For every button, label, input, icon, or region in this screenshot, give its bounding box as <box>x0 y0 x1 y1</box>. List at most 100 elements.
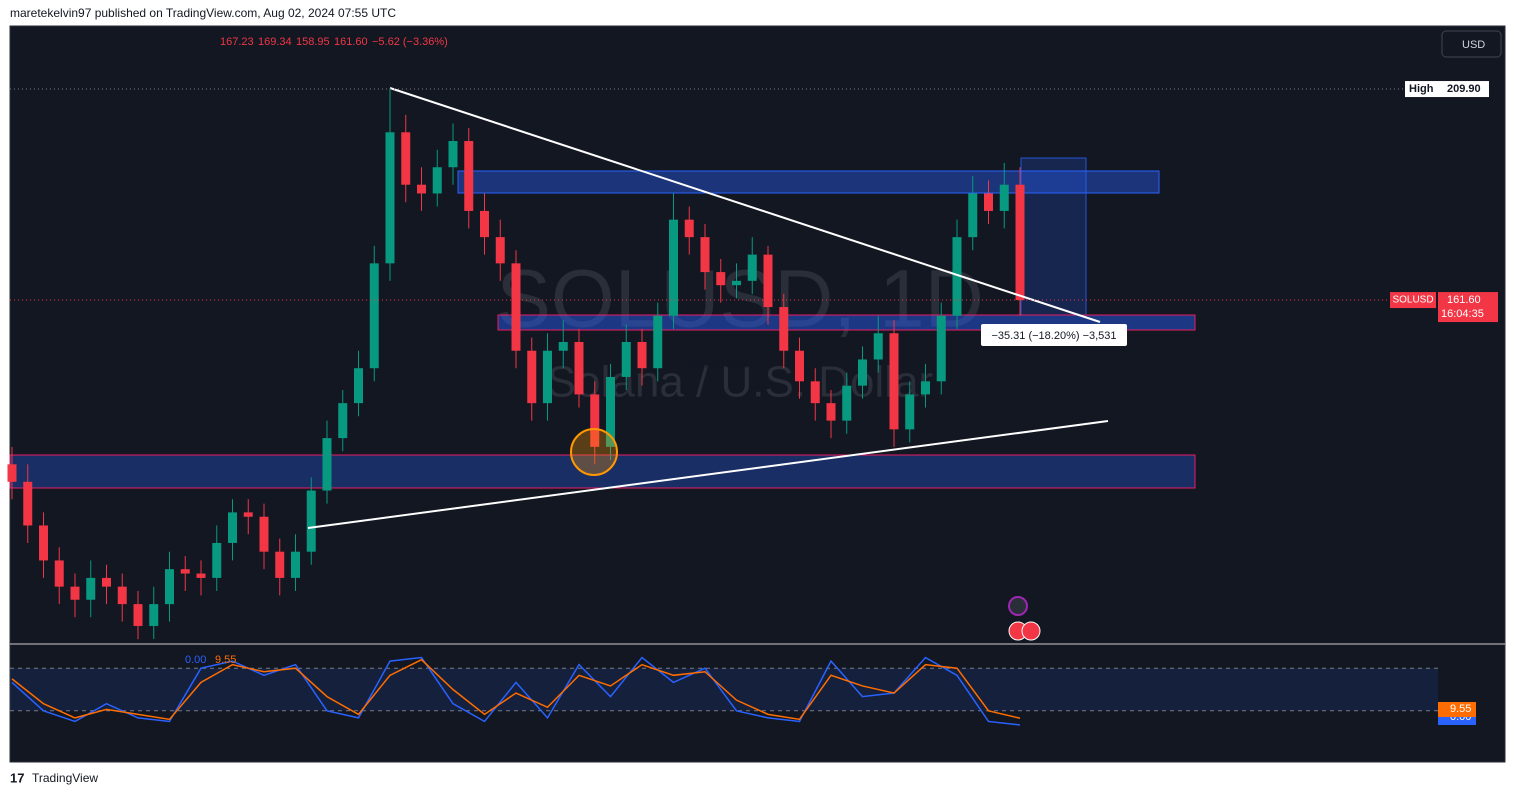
candle-body <box>228 512 237 543</box>
symbol-tag <box>1390 292 1436 309</box>
candle-body <box>1015 184 1025 301</box>
candle-body <box>401 132 411 185</box>
candle-body <box>716 272 726 286</box>
candle-body <box>70 586 80 600</box>
indicator-line <box>11 658 1021 721</box>
candles <box>7 89 1025 640</box>
high-label: High <box>1409 83 1434 95</box>
candle-body <box>448 141 458 168</box>
trend-line <box>307 420 1109 529</box>
candle-body <box>417 184 426 194</box>
currency-button[interactable] <box>1441 30 1502 58</box>
candle-body <box>858 359 867 386</box>
candle-body <box>826 403 836 421</box>
candle-body <box>495 237 505 264</box>
candle-body <box>684 219 694 238</box>
indicator-tag <box>1438 702 1476 717</box>
candle-body <box>212 542 222 578</box>
symbol-label: SOLUSD <box>1392 295 1433 306</box>
candle-body <box>23 481 33 526</box>
candle-body <box>732 280 741 286</box>
candle-body <box>86 577 96 600</box>
high-label-bg <box>1405 81 1489 98</box>
candle-body <box>779 307 789 351</box>
candle-body <box>669 219 678 316</box>
candle-body <box>606 376 615 447</box>
candle-body <box>653 315 663 369</box>
indicator-line <box>11 656 1021 726</box>
watermark-symbol: SOLUSD, 1D <box>496 254 984 345</box>
candle-body <box>763 254 773 308</box>
candle-body <box>306 490 316 552</box>
candle-body <box>259 516 269 552</box>
measure-box <box>981 324 1127 346</box>
candle-body <box>795 350 804 382</box>
candle-body <box>700 237 710 273</box>
chart-bg <box>9 25 1506 763</box>
candle-body <box>952 237 962 316</box>
candle-body <box>873 333 883 360</box>
ohlc-open: 167.23 <box>220 36 254 48</box>
ohlc-change: −5.62 (−3.36%) <box>372 36 448 48</box>
support-zone <box>9 454 1196 489</box>
indicator-tag-label: 9.55 <box>1450 703 1471 715</box>
candle-body <box>354 368 363 404</box>
candle-body <box>385 132 395 264</box>
candle-body <box>480 210 489 238</box>
zone-label: Demand Zone <box>686 360 750 371</box>
logo-mark: 17 <box>10 770 24 785</box>
candle-body <box>984 193 993 211</box>
event-icon[interactable] <box>1008 596 1028 616</box>
candle-body <box>39 525 48 561</box>
measure-label: −35.31 (−18.20%) −3,531 <box>991 330 1116 342</box>
candle-body <box>936 315 946 382</box>
candle-body <box>543 350 552 404</box>
candle-body <box>590 394 600 447</box>
trend-line <box>389 87 1101 323</box>
candle-body <box>637 341 647 369</box>
candle-body <box>149 604 159 626</box>
indicator-legend: 0.00 <box>185 654 206 666</box>
ohlc-low: 158.95 <box>296 36 330 48</box>
candle-body <box>621 341 631 377</box>
ohlc-high: 169.34 <box>258 36 292 48</box>
candle-body <box>842 385 852 421</box>
candle-body <box>810 381 820 404</box>
candle-body <box>968 193 978 238</box>
candle-body <box>243 512 253 517</box>
candle-body <box>180 569 190 574</box>
candle-body <box>905 394 915 430</box>
candle-body <box>322 438 332 491</box>
candle-body <box>7 464 17 482</box>
countdown: 16:04:35 <box>1441 308 1484 320</box>
candle-body <box>558 341 568 351</box>
price-tag <box>1438 292 1498 323</box>
candle-body <box>117 586 127 605</box>
candle-body <box>511 263 521 351</box>
candle-body <box>464 141 474 211</box>
publisher: maretekelvin97 published on TradingView.… <box>10 6 396 20</box>
event-icon[interactable] <box>1021 621 1041 641</box>
price-value: 161.60 <box>1447 294 1481 306</box>
candle-body <box>54 560 64 587</box>
candle-body <box>921 381 930 395</box>
currency-label[interactable]: USD <box>1462 39 1485 51</box>
candle-body <box>102 577 111 587</box>
footer: TradingView <box>32 771 98 785</box>
candle-body <box>275 551 285 578</box>
ohlc-close: 161.60 <box>334 36 368 48</box>
candle-body <box>165 569 174 605</box>
high-value: 209.90 <box>1447 83 1481 95</box>
candle-body <box>747 254 757 281</box>
candle-body <box>196 573 206 578</box>
highlight-circle <box>570 428 618 476</box>
indicator-legend: 9.55 <box>215 654 236 666</box>
candle-body <box>432 167 442 194</box>
candle-body <box>999 184 1009 211</box>
candle-body <box>338 403 348 439</box>
supply-zone <box>457 170 1160 194</box>
candle-body <box>574 341 584 395</box>
candle-body <box>291 551 300 578</box>
